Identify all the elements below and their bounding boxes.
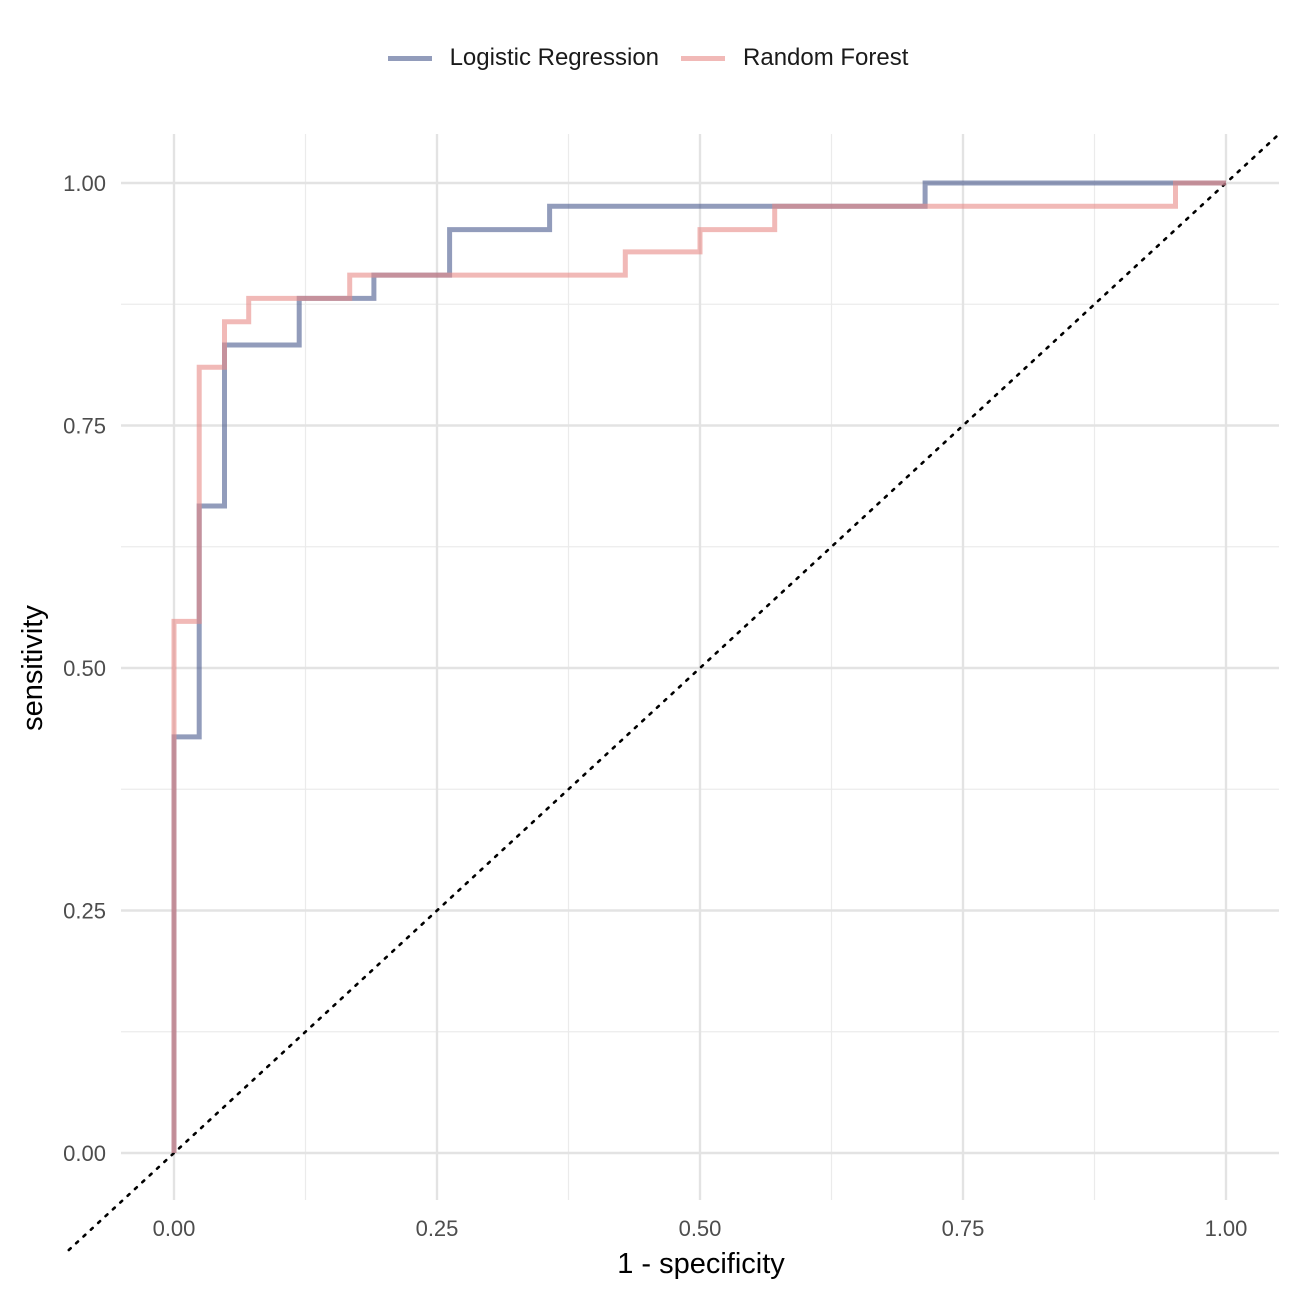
x-axis-title: 1 - specificity [617,1248,785,1280]
x-tick-label: 0.00 [153,1216,196,1241]
x-tick-label: 0.50 [679,1216,722,1241]
reference-diagonal [67,133,1280,1252]
x-axis-ticks: 0.00 0.25 0.50 0.75 1.00 [153,1216,1248,1241]
legend-item-logistic-regression[interactable]: Logistic Regression [387,44,660,72]
legend-label-random-forest: Random Forest [743,44,909,71]
legend: Logistic Regression Random Forest [0,44,1296,72]
y-axis-title: sensitivity [17,605,49,731]
x-tick-label: 1.00 [1205,1216,1248,1241]
series-line-random-forest [171,180,1226,1153]
y-tick-label: 1.00 [63,171,106,196]
legend-key-logistic-regression [387,55,432,61]
x-tick-label: 0.75 [942,1216,985,1241]
legend-key-random-forest [681,55,726,61]
y-tick-label: 0.75 [63,414,106,439]
legend-label-logistic-regression: Logistic Regression [449,44,660,71]
series-group [171,180,1226,1153]
y-tick-label: 0.00 [63,1141,106,1166]
y-tick-label: 0.50 [63,656,106,681]
x-tick-label: 0.25 [416,1216,459,1241]
y-axis-ticks: 0.00 0.25 0.50 0.75 1.00 [63,171,106,1166]
y-tick-label: 0.25 [63,899,106,924]
legend-item-random-forest[interactable]: Random Forest [681,44,908,72]
reference-line [67,133,1280,1252]
